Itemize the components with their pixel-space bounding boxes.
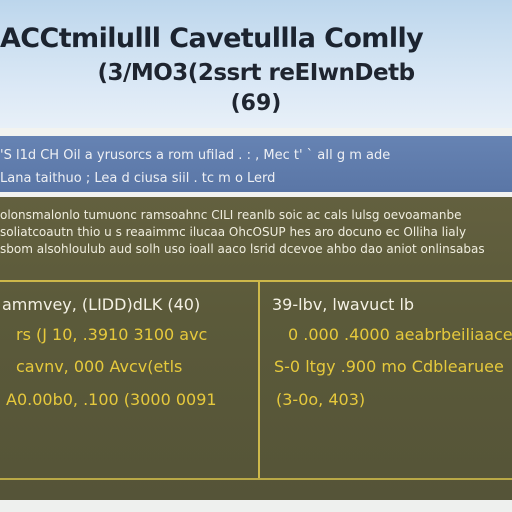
page-footer — [0, 500, 512, 512]
grid-bottom-divider — [0, 478, 512, 480]
left-row-3-value: A0.00b0, .100 (3000 0091 — [6, 390, 217, 409]
left-row-1-value: rs (J 10, .3910 3100 avc — [16, 325, 208, 344]
right-row-3-value: (3-0o, 403) — [276, 390, 366, 409]
page-title: ACCtmilulll Cavetullla Comlly — [0, 23, 424, 54]
right-row-1-value: 0 .000 .4000 aeabrbeiliaacen — [288, 325, 512, 344]
left-row-2-value: cavnv, 000 Avcv(etls — [16, 357, 183, 376]
summary-line-2: soliatcoautn thio u s reaaimmc ilucaa Oh… — [0, 225, 467, 239]
grid-column-divider — [258, 282, 260, 480]
record-count: (69) — [230, 91, 282, 116]
right-row-2-value: S-0 ltgy .900 mo Cdblearuee — [274, 357, 504, 376]
details-panel — [0, 197, 512, 500]
info-band-line-2: Lana taithuo ; Lea d ciusa siil . tc m o… — [0, 171, 276, 186]
page-subtitle: (3/MO3(2ssrt reEIwnDetb — [97, 60, 415, 86]
header-banner — [0, 0, 512, 128]
right-column-heading: 39-lbv, lwavuct lb — [272, 295, 415, 314]
grid-top-divider — [0, 280, 512, 282]
summary-line-3: sbom alsohloulub aud solh uso ioall aaco… — [0, 242, 485, 256]
info-band-line-1: 'S l1d CH Oil a yrusorcs a rom ufilad . … — [0, 148, 391, 163]
summary-line-1: olonsmalonlo tumuonc ramsoahnc CILI rean… — [0, 208, 462, 222]
left-column-heading: ammvey, (LIDD)dLK (40) — [2, 295, 201, 314]
info-band — [0, 136, 512, 192]
